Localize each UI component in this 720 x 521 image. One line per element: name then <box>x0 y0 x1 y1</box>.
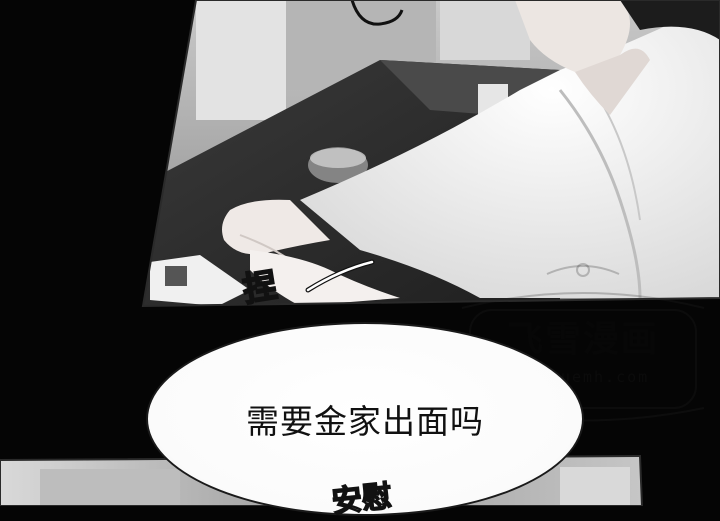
sound-effect-bottom: 安慰 <box>330 478 395 521</box>
illustration-panel-top <box>141 0 720 308</box>
speech-bubble <box>146 322 584 516</box>
sound-effect-pinch: 捏 <box>239 265 280 311</box>
watermark-title: 飞雪漫画 <box>506 319 659 360</box>
speech-bubble-text: 需要金家出面吗 <box>246 402 484 441</box>
